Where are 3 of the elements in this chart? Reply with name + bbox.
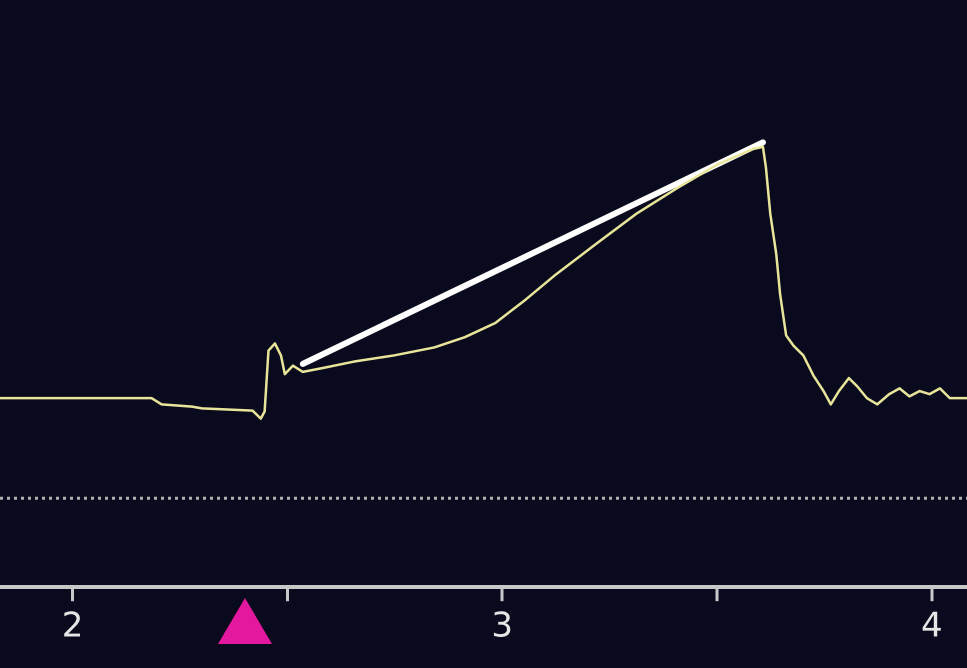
x-tick-label: 3 (491, 605, 514, 646)
x-tick-label: 4 (920, 605, 943, 646)
x-tick-label: 2 (62, 605, 84, 646)
